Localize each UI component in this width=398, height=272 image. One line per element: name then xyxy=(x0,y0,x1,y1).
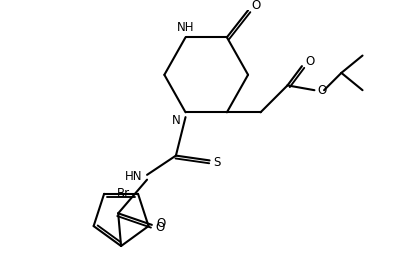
Text: O: O xyxy=(156,217,166,230)
Text: O: O xyxy=(318,84,327,97)
Text: O: O xyxy=(305,55,314,68)
Text: S: S xyxy=(214,156,221,169)
Text: NH: NH xyxy=(177,21,194,34)
Text: Br: Br xyxy=(117,187,131,200)
Text: N: N xyxy=(172,113,181,126)
Text: O: O xyxy=(251,0,260,12)
Text: HN: HN xyxy=(125,170,142,183)
Text: O: O xyxy=(155,221,164,234)
